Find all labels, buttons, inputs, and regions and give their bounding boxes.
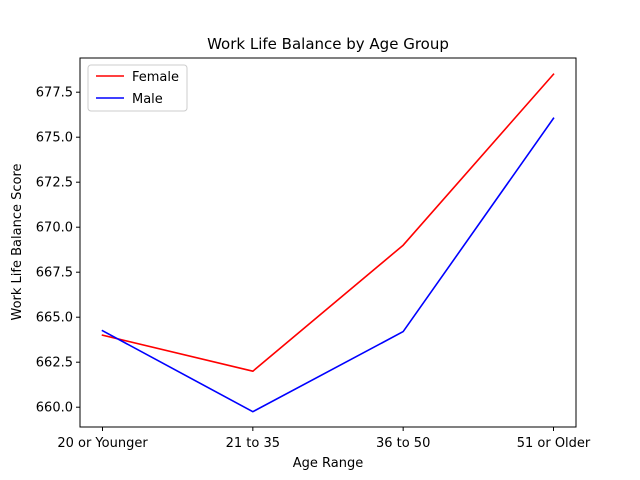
legend-label-female: Female — [132, 70, 179, 85]
plot-area — [80, 58, 576, 427]
x-axis-ticks: 20 or Younger 21 to 35 36 to 50 51 or Older — [57, 427, 591, 451]
y-axis-label: Work Life Balance Score — [10, 163, 25, 320]
x-tick-label: 20 or Younger — [57, 436, 148, 451]
y-axis-ticks: 660.0 662.5 665.0 667.5 670.0 672.5 675.0 677.5 — [36, 86, 80, 416]
x-tick-label: 36 to 50 — [376, 436, 430, 451]
series-line-male — [101, 117, 555, 413]
y-tick-label: 677.5 — [36, 86, 73, 101]
x-tick-label: 51 or Older — [517, 436, 591, 451]
y-tick-label: 667.5 — [36, 266, 73, 281]
y-tick-label: 660.0 — [36, 401, 73, 416]
x-axis-label: Age Range — [293, 456, 363, 471]
plot-frame — [79, 57, 577, 428]
y-tick-label: 665.0 — [36, 311, 73, 326]
series-line-female — [101, 73, 555, 373]
chart-title: Work Life Balance by Age Group — [207, 35, 449, 53]
legend-label-male: Male — [132, 92, 163, 107]
y-tick-label: 672.5 — [36, 176, 73, 191]
y-tick-label: 675.0 — [36, 131, 73, 146]
x-tick-label: 21 to 35 — [226, 436, 280, 451]
y-tick-label: 670.0 — [36, 221, 73, 236]
series-layer — [101, 73, 555, 413]
y-tick-label: 662.5 — [36, 356, 73, 371]
legend: Female Male — [87, 64, 188, 112]
